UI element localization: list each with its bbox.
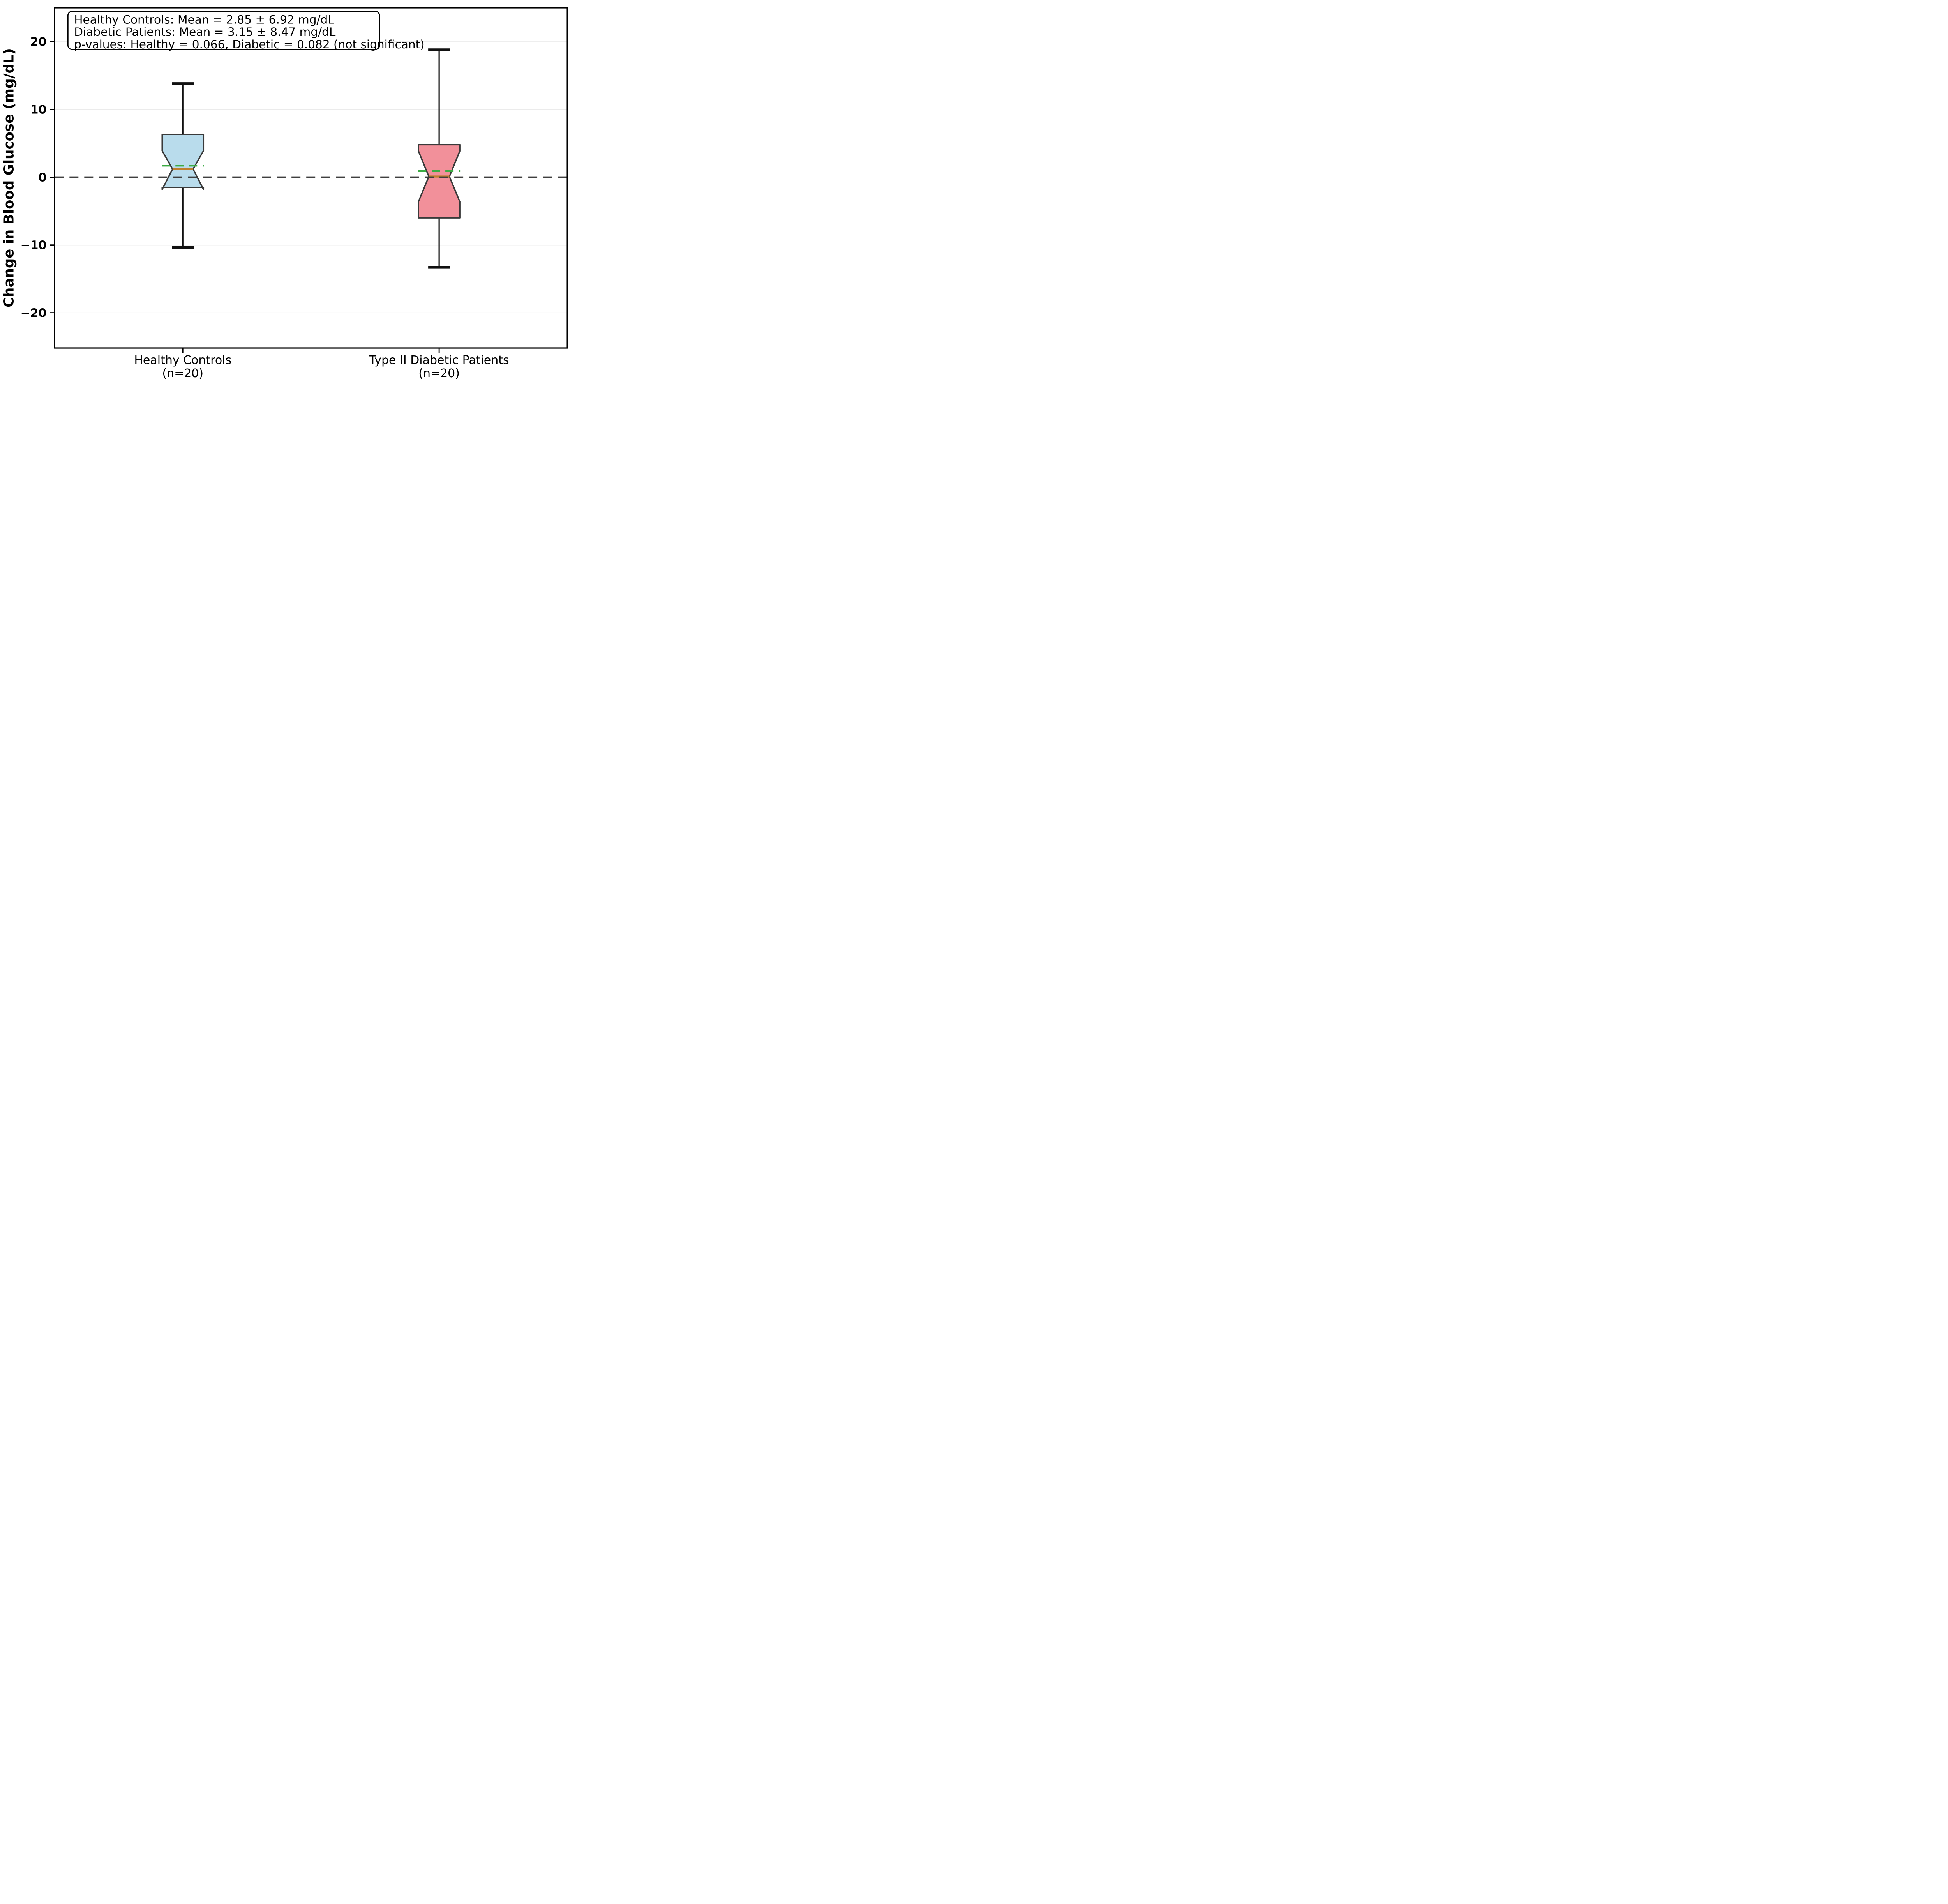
box-healthy-controls — [161, 134, 205, 190]
box-type-ii-diabetic-patients — [418, 144, 461, 219]
plot-frame — [54, 7, 568, 349]
y-tick-label: 10 — [30, 103, 47, 117]
y-tick-label: 0 — [38, 171, 46, 185]
y-tick-label: −20 — [20, 306, 46, 320]
y-axis-label: Change in Blood Glucose (mg/dL) — [1, 48, 17, 307]
stats-annotation-box — [67, 11, 380, 50]
x-category-label-line2: (n=20) — [418, 367, 460, 380]
x-category-label-line1: Healthy Controls — [134, 353, 231, 367]
y-tick-label: 20 — [30, 35, 47, 49]
y-tick-label: −10 — [20, 238, 46, 252]
stats-annotation-line-2: Diabetic Patients: Mean = 3.15 ± 8.47 mg… — [74, 25, 336, 39]
stats-annotation-line-3: p-values: Healthy = 0.066, Diabetic = 0.… — [74, 38, 424, 51]
boxplot-figure: 20 10 0 −10 −20 Healthy Controls (n=20) Type II… — [0, 0, 584, 381]
x-category-label-line2: (n=20) — [162, 367, 203, 380]
x-category-label-line1: Type II Diabetic Patients — [369, 353, 509, 367]
stats-annotation-line-1: Healthy Controls: Mean = 2.85 ± 6.92 mg/… — [74, 13, 334, 26]
